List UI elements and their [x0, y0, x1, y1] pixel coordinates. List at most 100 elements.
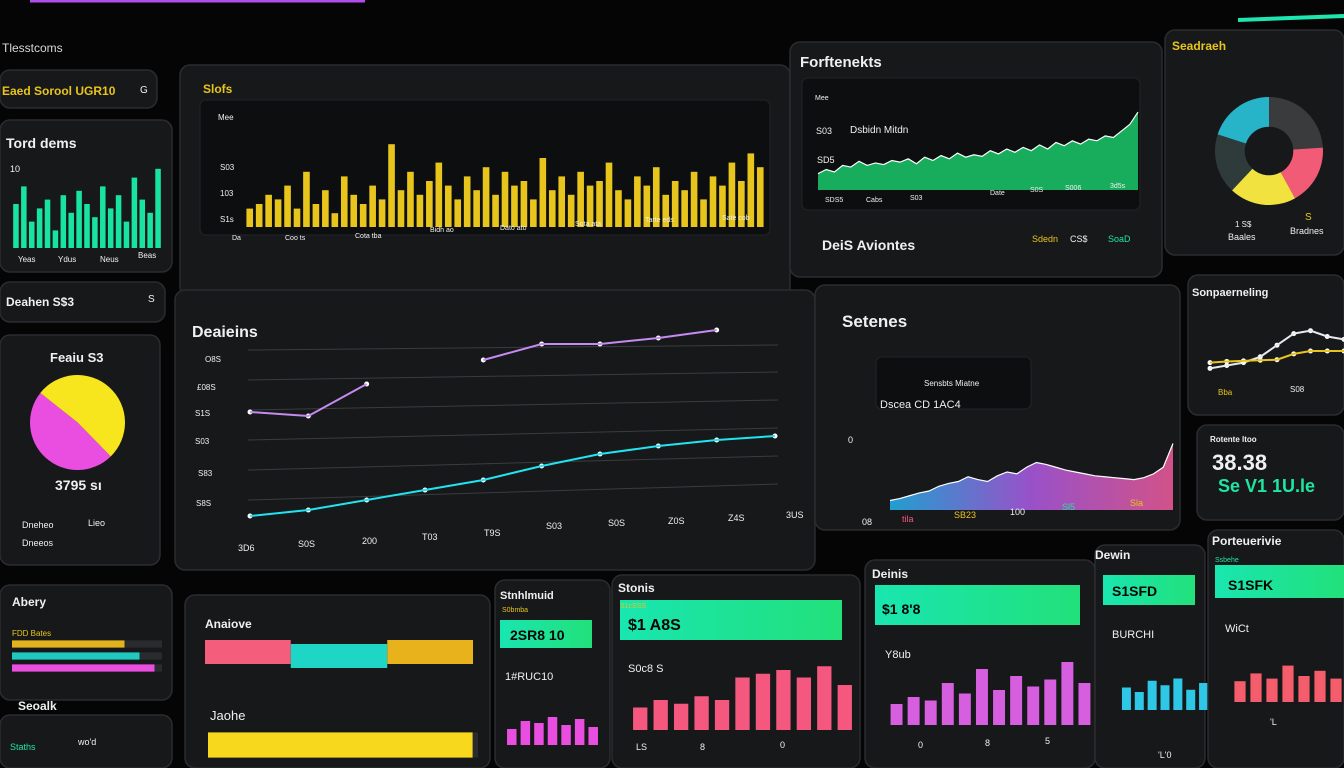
grid-line: [247, 399, 779, 411]
area-line: [889, 443, 1174, 502]
bar: [756, 167, 764, 227]
metric-box: [875, 585, 1080, 625]
label: Neus: [100, 255, 119, 264]
label: S1S: [195, 409, 210, 418]
panel: Stnhlmuid S0bmba 2SR8 10 1#RUC10: [494, 579, 611, 768]
label: S0S: [608, 518, 625, 528]
bar: [369, 185, 376, 227]
page-title: Tlesstcoms: [2, 41, 63, 55]
label: S1SFD: [1112, 583, 1157, 599]
label: Bidh ao: [430, 227, 454, 234]
accent-line: [1237, 14, 1344, 22]
bar: [454, 199, 462, 227]
area: [818, 112, 1138, 190]
bar: [312, 204, 320, 227]
slice: [1232, 168, 1296, 205]
label: DeiS Aviontes: [822, 237, 915, 253]
panel-title: Eaed Sorool UGR10: [2, 84, 116, 98]
bar: [837, 685, 852, 730]
label: $1 A8S: [628, 617, 681, 634]
segment: [205, 640, 291, 664]
bar: [941, 683, 954, 725]
metric-box: [1103, 575, 1195, 605]
bar: [1250, 673, 1262, 702]
bar: [36, 208, 43, 248]
panel: Sonpaerneling Bba S08: [1187, 274, 1344, 416]
bar: [407, 171, 414, 227]
bar: [28, 221, 35, 248]
panel: Deaieins O8S £08S S1S S03 S83 S8S 3D6 S0S 200 T03 T…: [174, 289, 816, 571]
label: 2SR8 10: [510, 627, 565, 643]
bar: [1266, 678, 1278, 702]
line: [1209, 329, 1344, 370]
label: FDD Bates: [12, 629, 51, 638]
label: 3795 sı: [55, 477, 102, 493]
panel-bg: [0, 714, 173, 768]
inner-panel: [875, 356, 1032, 410]
bar: [21, 186, 27, 248]
slice: [40, 375, 125, 457]
panel: Tord dems 10 Yeas Ydus Neus Beas: [0, 119, 173, 273]
bar: [714, 700, 730, 730]
panel-title: Deaieins: [192, 324, 258, 341]
label: Sensbts Miatne: [924, 379, 980, 388]
label: SoaD: [1108, 234, 1131, 244]
label: 0: [780, 740, 785, 750]
label: Sota ata: [575, 221, 601, 228]
label: CS$: [1070, 234, 1088, 244]
label: Cota tba: [355, 233, 382, 240]
panel: Seadraeh 1 S$ Baales S Bradnes: [1164, 29, 1344, 256]
label: Z4S: [728, 513, 745, 523]
label: Bba: [1218, 388, 1233, 397]
bar: [492, 194, 499, 227]
bar: [735, 677, 750, 730]
bar: [561, 725, 571, 745]
bar: [1173, 678, 1183, 710]
panel: Deinis $1 8'8 Y8ub 0 8 5: [864, 559, 1096, 768]
label: 0: [848, 435, 853, 445]
metric-box: [620, 600, 842, 640]
slice: [29, 392, 111, 471]
bar: [907, 697, 920, 725]
grid-line: [247, 427, 779, 441]
label: Yeas: [18, 255, 36, 264]
label: S1SFK: [1228, 577, 1273, 593]
label: $1 8'8: [882, 601, 921, 617]
bar: [1044, 679, 1057, 725]
bar: [728, 162, 736, 227]
label: Jaohe: [210, 708, 245, 723]
grid-line: [247, 344, 779, 351]
bar: [719, 185, 726, 227]
panel-bg: [1187, 274, 1344, 416]
bar: [501, 171, 509, 227]
bar: [139, 199, 146, 248]
label: 200: [362, 536, 377, 546]
bar: [303, 171, 310, 227]
label: S0c8 S: [628, 663, 663, 675]
label: S03: [816, 126, 832, 136]
bar: [709, 176, 717, 227]
bar: [1121, 687, 1131, 710]
panels: Eaed Sorool UGR10 G Tord dems 10 Yeas Ydus Neu…: [0, 29, 1344, 768]
label: T03: [422, 532, 438, 542]
panel-title: Porteuerivie: [1212, 534, 1282, 548]
slice: [1217, 97, 1269, 144]
panel-title: Dewin: [1095, 548, 1130, 562]
label: 3d5s: [1110, 183, 1126, 190]
bar: [107, 208, 114, 248]
hbar: [208, 732, 473, 758]
bar: [1298, 676, 1310, 702]
bar: [653, 700, 668, 730]
label: 08: [862, 517, 872, 527]
bar: [1314, 670, 1326, 702]
label: Y8ub: [885, 649, 911, 661]
label: S03: [195, 437, 210, 446]
label: 5: [1045, 736, 1050, 746]
label: Tarte eds: [645, 217, 674, 224]
bar: [147, 212, 153, 248]
bar: [426, 181, 433, 227]
label: SDS5: [825, 197, 843, 204]
bar: [155, 168, 161, 248]
